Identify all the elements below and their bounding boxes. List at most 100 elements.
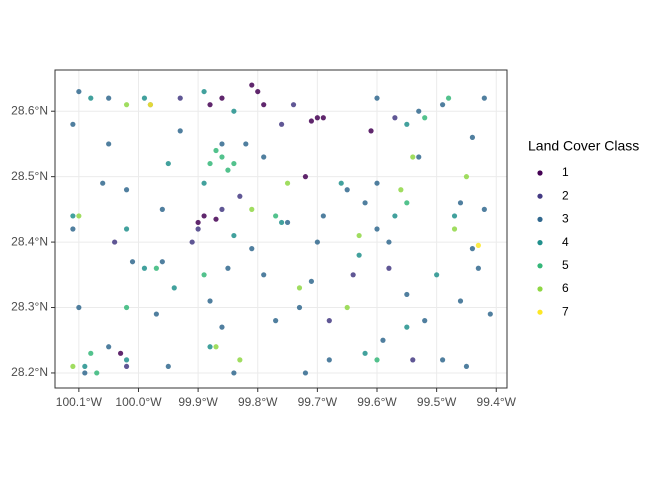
point: [356, 232, 362, 239]
x-tick-label: 99.4°W: [477, 395, 517, 409]
point: [225, 265, 231, 271]
point: [123, 363, 130, 370]
point: [117, 350, 124, 356]
point: [159, 259, 165, 265]
y-tick-label: 28.2°N: [11, 365, 48, 379]
point: [213, 344, 219, 350]
point: [434, 272, 440, 278]
legend-swatch: [537, 309, 543, 315]
point: [94, 370, 100, 376]
point: [123, 187, 130, 193]
point: [463, 174, 470, 180]
legend-swatch: [537, 263, 543, 269]
point: [123, 304, 130, 311]
point: [398, 187, 404, 193]
legend-label: 2: [562, 188, 569, 202]
point: [451, 213, 458, 219]
point: [326, 357, 332, 363]
point: [189, 239, 195, 245]
y-tick-label: 28.5°N: [11, 169, 48, 183]
point: [320, 115, 326, 121]
point: [165, 160, 171, 167]
point: [487, 311, 493, 317]
point: [416, 108, 422, 114]
legend-label: 5: [562, 258, 569, 272]
y-tick-label: 28.6°N: [11, 103, 48, 117]
point: [278, 219, 285, 226]
point: [261, 272, 267, 278]
point: [76, 213, 82, 219]
point: [201, 213, 207, 219]
point: [284, 180, 291, 186]
point: [255, 88, 261, 95]
point: [404, 121, 410, 127]
point: [368, 128, 374, 134]
point: [404, 200, 410, 206]
point: [76, 88, 82, 95]
point: [177, 95, 183, 101]
point: [344, 304, 350, 311]
point: [261, 102, 267, 108]
point: [439, 102, 446, 108]
point: [231, 160, 237, 167]
point: [392, 213, 398, 219]
point: [457, 200, 464, 206]
point: [475, 242, 481, 248]
legend-swatch: [537, 286, 543, 292]
point: [106, 141, 112, 147]
point: [410, 357, 416, 363]
point: [481, 206, 487, 212]
point: [302, 370, 309, 376]
point: [469, 246, 476, 252]
point: [374, 357, 380, 363]
point: [308, 118, 315, 124]
point: [165, 363, 171, 370]
point: [207, 160, 213, 167]
point: [231, 232, 237, 239]
point: [76, 304, 82, 311]
point: [249, 206, 255, 212]
point: [374, 95, 380, 101]
point: [231, 370, 237, 376]
panel-border: [54, 69, 508, 389]
point: [362, 350, 368, 356]
y-tick-label: 28.4°N: [11, 234, 48, 248]
point: [70, 213, 76, 219]
point: [70, 363, 76, 370]
point: [475, 265, 481, 271]
point: [219, 95, 225, 101]
point: [177, 128, 183, 134]
point: [112, 239, 118, 245]
point: [445, 95, 452, 101]
point: [326, 318, 332, 324]
point: [356, 252, 362, 258]
point: [88, 95, 94, 101]
x-tick-label: 100.0°W: [115, 395, 162, 409]
point: [422, 318, 428, 324]
point: [404, 324, 410, 330]
point: [147, 102, 154, 108]
legend-label: 4: [562, 235, 569, 249]
x-tick-label: 99.9°W: [178, 395, 218, 409]
legend-swatch: [537, 193, 543, 199]
point: [416, 154, 422, 160]
point: [374, 180, 380, 186]
point: [451, 226, 458, 232]
point: [213, 216, 219, 222]
point: [314, 115, 320, 121]
point: [380, 337, 386, 343]
legend-label: 3: [562, 212, 569, 226]
point: [219, 206, 225, 212]
point: [82, 370, 88, 376]
point: [141, 265, 148, 271]
point: [284, 219, 291, 226]
point: [231, 108, 237, 114]
point: [159, 206, 165, 212]
point: [201, 180, 207, 186]
point: [350, 272, 356, 278]
point: [70, 121, 76, 127]
point: [153, 265, 159, 271]
point: [201, 272, 207, 278]
